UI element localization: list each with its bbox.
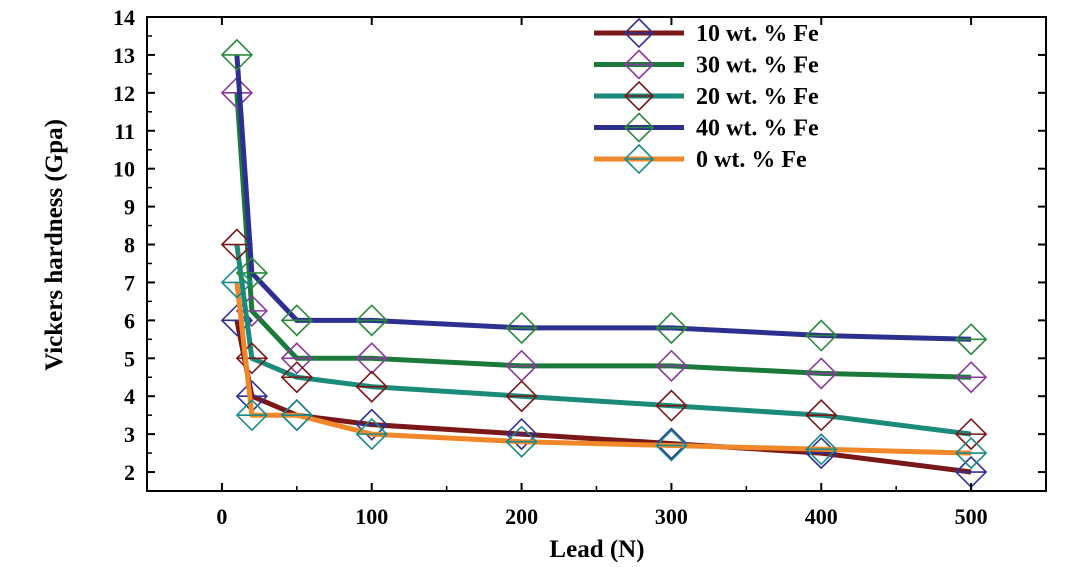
y-axis-title: Vickers hardness (Gpa): [41, 119, 68, 371]
series-4: [220, 266, 988, 470]
x-tick-label: 100: [355, 504, 388, 529]
data-point-marker: [505, 311, 538, 345]
legend-swatch-marker: [623, 17, 655, 49]
data-point-marker: [805, 433, 838, 466]
legend-item: 20 wt. % Fe: [594, 80, 819, 112]
legend-label: 30 wt. % Fe: [696, 53, 819, 79]
legend-item: 10 wt. % Fe: [594, 17, 819, 49]
data-point-marker: [220, 76, 254, 109]
data-point-marker: [235, 399, 269, 432]
data-point-marker: [505, 380, 538, 413]
y-tick-label: 6: [124, 308, 135, 333]
series-3: [220, 38, 988, 356]
legend-label: 40 wt. % Fe: [696, 116, 819, 142]
data-point-marker: [280, 304, 313, 337]
data-point-marker: [355, 408, 388, 441]
y-tick-label: 9: [124, 195, 135, 220]
y-tick-label: 5: [124, 346, 135, 371]
data-point-marker: [805, 319, 838, 352]
series-line: [234, 244, 972, 437]
y-tick-label: 4: [124, 384, 135, 409]
data-point-marker: [220, 266, 254, 299]
data-point-marker: [655, 349, 688, 382]
legend-swatch-marker: [623, 112, 655, 143]
legend: 10 wt. % Fe 30 wt. % Fe 20 wt. % Fe 40 wt. …: [594, 17, 819, 175]
data-point-marker: [655, 427, 688, 460]
legend-item: 40 wt. % Fe: [594, 112, 819, 143]
data-point-marker: [655, 429, 688, 462]
data-point-marker: [355, 370, 388, 403]
data-point-marker: [220, 38, 254, 72]
data-point-marker: [505, 417, 538, 451]
x-tick-label: 200: [505, 504, 538, 529]
x-axis-ticks: 0 100 200 300 400 500: [146, 17, 1047, 529]
y-tick-label: 7: [124, 270, 135, 295]
data-point-marker: [954, 417, 988, 451]
legend-swatch-marker: [623, 49, 655, 80]
plot-frame: [146, 16, 1047, 492]
data-point-marker: [655, 311, 688, 345]
legend-label: 10 wt. % Fe: [696, 21, 819, 47]
legend-swatch-marker: [623, 143, 655, 175]
legend-label: 0 wt. % Fe: [696, 147, 807, 173]
data-point-marker: [355, 417, 388, 451]
data-point-marker: [505, 425, 538, 458]
x-axis-title: Lead (N): [549, 536, 644, 563]
legend-item: 30 wt. % Fe: [594, 49, 819, 80]
data-point-marker: [655, 389, 688, 422]
y-tick-label: 11: [114, 119, 135, 144]
legend-item: 0 wt. % Fe: [594, 143, 807, 175]
x-tick-label: 0: [216, 504, 227, 529]
data-point-marker: [280, 399, 313, 432]
data-point-marker: [954, 361, 988, 394]
y-tick-label: 12: [113, 81, 135, 106]
x-tick-label: 400: [805, 504, 838, 529]
series-layer: [220, 38, 988, 489]
data-point-marker: [355, 342, 388, 375]
y-tick-label: 10: [113, 157, 135, 182]
plot-border: [146, 16, 1047, 492]
data-point-marker: [954, 436, 988, 470]
series-2: [220, 228, 988, 451]
series-1: [220, 76, 988, 394]
x-tick-label: 500: [955, 504, 988, 529]
legend-swatch-marker: [623, 80, 655, 112]
data-point-marker: [805, 357, 838, 390]
data-point-marker: [235, 256, 269, 290]
data-point-marker: [235, 342, 269, 375]
y-tick-label: 13: [113, 43, 135, 68]
series-line: [234, 319, 972, 475]
data-point-marker: [220, 228, 254, 261]
data-point-marker: [280, 342, 313, 375]
data-point-marker: [805, 399, 838, 432]
y-tick-label: 3: [124, 422, 135, 447]
series-0: [220, 304, 988, 489]
y-axis-ticks: 2 3 4 5 6 7 8 9 10 11 12 13 14: [113, 5, 1046, 485]
data-point-marker: [355, 304, 388, 337]
data-point-marker: [954, 323, 988, 356]
data-point-marker: [280, 361, 313, 394]
y-tick-label: 8: [124, 233, 135, 258]
legend-label: 20 wt. % Fe: [696, 84, 819, 110]
y-tick-label: 14: [113, 5, 135, 30]
x-tick-label: 300: [655, 504, 688, 529]
y-tick-label: 2: [124, 460, 135, 485]
